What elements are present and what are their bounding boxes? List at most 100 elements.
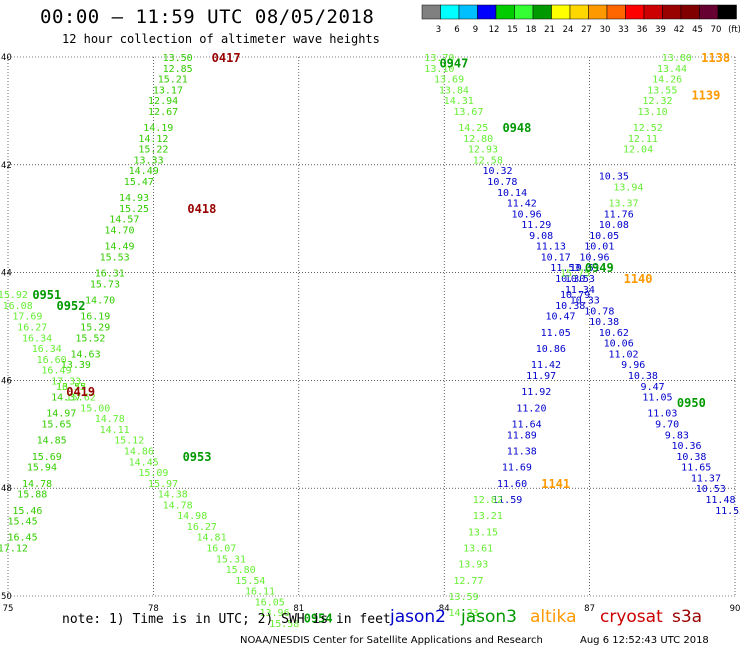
time-label: 1140 [624,272,653,286]
scale-swatch [717,4,737,20]
data-point-label: 11.59 [492,495,522,506]
data-point-label: 10.53 [696,484,726,495]
data-point-label: 11.97 [526,371,556,382]
data-point-label: 15.46 [12,506,42,517]
data-point-label: 11.69 [502,463,532,474]
data-point-label: 15.09 [138,468,168,479]
time-label: 0952 [57,299,86,313]
data-point-label: 14.81 [197,533,227,544]
data-point-label: 10.01 [584,242,614,253]
data-point-label: 14.49 [129,166,159,177]
data-point-label: 11.53 [550,263,580,274]
data-point-label: 15.94 [27,463,57,474]
scale-label: 42 [674,25,685,35]
data-point-label: 15.54 [235,576,265,587]
footnote: note: 1) Time is in UTC; 2) SWH is in fe… [62,612,391,627]
scale-label: 18 [526,25,537,35]
data-point-label: 16.05 [255,597,285,608]
data-point-label: 13.55 [647,85,677,96]
data-point-label: 13.37 [608,199,638,210]
data-point-label: 11.48 [705,495,735,506]
time-label: 0419 [66,385,95,399]
data-point-label: 16.49 [41,366,71,377]
data-point-label: 14.78 [22,479,52,490]
data-point-label: 10.05 [589,231,619,242]
data-point-label: 14.70 [85,296,115,307]
scale-label: 33 [618,25,629,35]
scale-label: 3 [436,25,441,35]
scale-label: 15 [507,25,518,35]
data-point-label: 13.21 [473,511,503,522]
y-tick-label: 46 [1,376,12,386]
data-point-label: 13.96 [260,608,290,619]
scale-label: 27 [581,25,592,35]
data-point-label: 10.33 [570,296,600,307]
data-point-label: 15.00 [80,403,110,414]
data-point-label: 14.49 [104,242,134,253]
x-tick-label: 81 [293,604,304,614]
x-tick-label: 78 [148,604,159,614]
time-label: 0418 [187,202,216,216]
data-point-label: 11.38 [507,446,537,457]
data-point-label: 15.47 [124,177,154,188]
data-point-label: 11.05 [642,393,672,404]
y-tick-label: 40 [1,53,12,63]
data-point-label: 16.33 [56,382,86,393]
data-point-label: 14.85 [37,436,67,447]
y-tick-label: 42 [1,161,12,171]
data-point-label: 10.51 [570,263,600,274]
timestamp: Aug 6 12:52:43 UTC 2018 [580,635,709,646]
data-point-label: 12.94 [148,96,178,107]
legend-altika: altika [530,607,577,627]
data-point-label: 15.88 [17,490,47,501]
series-group: 10.3210.7810.1411.4210.9611.299.0811.131… [482,166,740,517]
time-label: 1141 [541,477,570,491]
data-point-label: 14.38 [158,490,188,501]
time-label: 0947 [439,56,468,70]
time-label: 0949 [585,261,614,275]
data-point-label: 12.77 [453,576,483,587]
data-point-label: 14.25 [458,123,488,134]
data-point-label: 14.93 [119,193,149,204]
data-point-label: 13.93 [458,560,488,571]
data-point-label: 13.70 [424,53,454,64]
data-point-label: 12.11 [628,134,658,145]
data-point-label: 12.80 [463,134,493,145]
credit-text: NOAA/NESDIS Center for Satellite Applica… [240,635,543,646]
data-point-label: 13.39 [61,360,91,371]
data-point-label: 9.08 [529,231,553,242]
data-point-label: 14.63 [70,349,100,360]
data-point-label: 15.75 [560,269,590,280]
data-point-label: 13.67 [453,107,483,118]
scale-label: 70 [711,25,722,35]
data-point-label: 10.96 [579,252,609,263]
y-tick-label: 44 [1,269,12,279]
data-point-label: 13.10 [424,64,454,75]
data-point-label: 10.14 [497,188,527,199]
x-tick-label: 75 [3,604,14,614]
data-point-label: 9.70 [655,420,679,431]
data-point-label: 13.69 [434,75,464,86]
data-point-label: 15.52 [75,333,105,344]
data-point-label: 14.57 [109,215,139,226]
data-point-label: 10.78 [487,177,517,188]
data-point-label: 9.96 [621,360,645,371]
scale-label: 30 [600,25,611,35]
data-point-label: 11.13 [536,242,566,253]
data-point-label: 15.53 [100,252,130,263]
data-point-label: 17.12 [0,543,28,554]
data-point-label: 16.07 [206,543,236,554]
time-label: 0948 [502,121,531,135]
data-point-label: 14.78 [163,500,193,511]
data-point-label: 15.31 [216,554,246,565]
time-label: 0950 [677,396,706,410]
data-point-label: 10.17 [541,252,571,263]
series-group: 10.3511.7610.0810.0510.0110.9610.5110.53… [492,172,634,506]
data-point-label: 12.32 [642,96,672,107]
data-point-label: 10.47 [545,312,575,323]
data-point-label: 15.29 [80,323,110,334]
data-point-label: 13.84 [439,85,469,96]
data-point-label: 10.62 [599,328,629,339]
scale-label: 39 [655,25,666,35]
